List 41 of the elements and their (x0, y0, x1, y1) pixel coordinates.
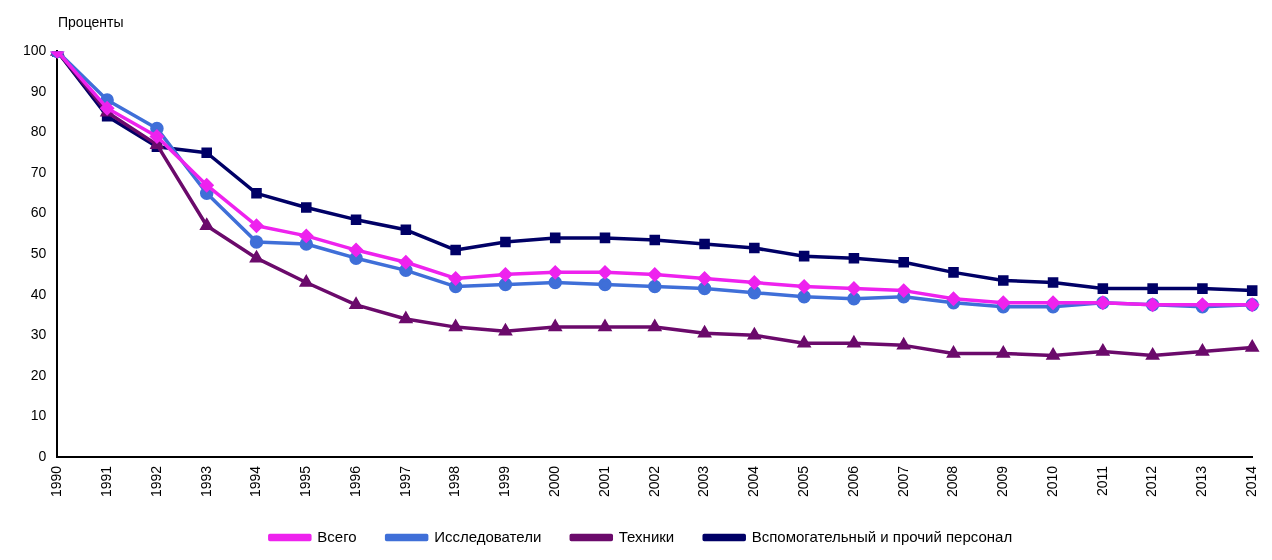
y-tick-label: 90 (30, 82, 47, 99)
y-tick-label: 0 (38, 447, 47, 464)
x-tick-label: 1999 (496, 465, 513, 498)
legend-label: Исследователи (434, 527, 542, 545)
y-tick-label: 100 (23, 42, 47, 59)
x-tick-label: 1991 (98, 465, 114, 498)
x-tick-label: 2002 (645, 465, 662, 498)
x-tick-label: 2005 (794, 465, 811, 498)
x-tick-label: 1996 (346, 465, 363, 498)
x-tick-label: 2006 (844, 465, 861, 498)
x-tick-label: 2014 (1243, 465, 1260, 498)
x-tick-label: 2010 (1043, 465, 1060, 498)
x-tick-label: 2003 (695, 465, 712, 498)
x-tick-label: 1998 (446, 465, 463, 498)
x-tick-label: 2011 (1093, 465, 1110, 496)
x-tick-label: 2000 (546, 465, 563, 498)
y-tick-label: 40 (30, 285, 47, 302)
x-tick-label: 2013 (1193, 465, 1210, 498)
x-tick-label: 1995 (297, 465, 314, 498)
y-tick-label: 30 (30, 326, 47, 343)
y-tick-label: 20 (30, 366, 47, 383)
y-tick-label: 10 (30, 407, 47, 424)
x-tick-label: 1993 (197, 465, 214, 498)
x-tick-label: 2007 (894, 465, 911, 498)
legend-label: Техники (618, 527, 675, 545)
x-tick-label: 2012 (1143, 465, 1160, 498)
x-tick-label: 1992 (147, 465, 164, 498)
y-tick-label: 50 (30, 244, 47, 261)
x-tick-label: 2004 (745, 465, 762, 498)
legend-label: Вспомогательный и прочий персонал (751, 527, 1013, 545)
y-tick-label: 80 (30, 123, 47, 140)
x-tick-label: 1990 (48, 465, 65, 498)
y-tick-label: 60 (30, 204, 47, 221)
x-tick-label: 1997 (396, 465, 413, 498)
y-tick-label: 70 (30, 163, 47, 180)
legend-label: Всего (317, 527, 357, 545)
x-tick-label: 2001 (595, 465, 612, 498)
y-axis-title: Проценты (58, 14, 124, 30)
x-tick-label: 2009 (994, 465, 1011, 498)
x-tick-label: 2008 (944, 465, 961, 498)
x-tick-label: 1994 (247, 465, 264, 498)
